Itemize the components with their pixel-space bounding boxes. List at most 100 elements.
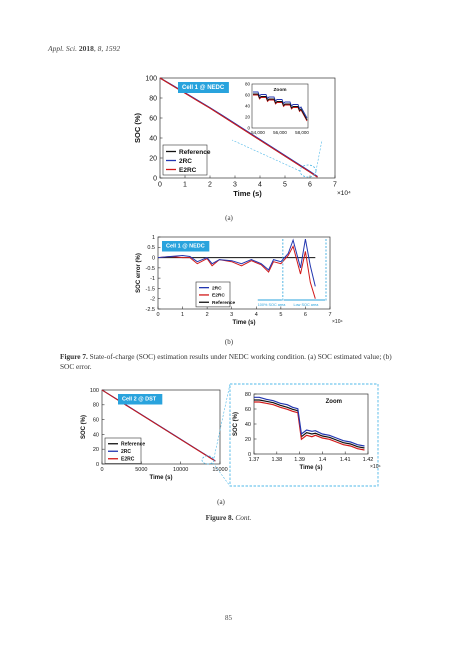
c3-y-tick-label: 20 [93, 447, 99, 453]
c4-plot-frame [253, 393, 369, 455]
c1-inset-series-2rc [253, 91, 308, 119]
c3-x-tick-label: 5000 [135, 467, 147, 473]
c1-x-tick-label: 0 [158, 182, 162, 189]
c2-x-tick-label: 7 [328, 312, 331, 318]
c1-x-tick-label: 7 [333, 182, 337, 189]
c1-x-multiplier: ×10⁴ [337, 190, 351, 197]
c4-series-reference [254, 399, 365, 449]
c1-legend-label: 2RC [179, 158, 192, 165]
sublabel-a1: (a) [225, 214, 233, 222]
c2-x-multiplier: ×10⁴ [332, 319, 343, 325]
c4-y-axis-label: SOC (%) [233, 412, 239, 436]
c4-y-tick-label: 40 [245, 422, 251, 428]
c3-zoom-marker [201, 455, 215, 465]
chart-soc-nedc: 0 1 2 3 4 5 6 7 0 20 40 60 80 100 Time (s) SOC (%) ×10⁴ C… [133, 75, 351, 198]
page-number: 85 [225, 614, 232, 622]
c2-series-e2rc [157, 244, 316, 299]
c4-zoom-title: Zoom [326, 399, 342, 405]
c2-x-tick-label: 5 [279, 312, 282, 318]
c2-x-tick-label: 4 [255, 312, 258, 318]
c2-badge [162, 241, 210, 252]
c3-y-tick-label: 60 [93, 418, 99, 424]
c4-x-multiplier: ×10⁴ [370, 464, 381, 470]
c4-x-tick-label: 1.39 [294, 457, 305, 463]
c1-inset-x-tick-label: 54,000 [251, 130, 265, 135]
c2-x-tick-label: 6 [304, 312, 307, 318]
figure8-label: Figure 8. [205, 513, 234, 522]
c4-y-tick-label: 0 [248, 452, 251, 458]
c3-zoom-connector [212, 462, 231, 487]
c1-badge-text: Cell 1 @ NEDC [182, 85, 225, 91]
c2-y-tick-label: -0.5 [146, 266, 155, 272]
c3-x-tick-label: 0 [100, 467, 103, 473]
c1-x-tick-label: 2 [208, 182, 212, 189]
c1-x-tick-label: 1 [183, 182, 187, 189]
c1-inset-series-reference [253, 93, 308, 121]
c1-inset-y-tick-label: 60 [245, 93, 251, 98]
journal-name: Appl. Sci. [48, 44, 77, 53]
c2-legend-label: 2RC [212, 285, 222, 291]
c2-legend-label: E2RC [212, 293, 225, 299]
c2-series-2rc [157, 238, 316, 287]
c4-x-tick-label: 1.41 [340, 457, 351, 463]
c1-x-tick-label: 6 [308, 182, 312, 189]
c2-legend-label: Reference [212, 300, 236, 306]
c1-series-e2rc [159, 77, 318, 178]
c1-inset-y-tick-label: 40 [245, 104, 251, 109]
figure8-caption: Figure 8. Cont. [0, 513, 457, 522]
c2-y-tick-label: 0.5 [147, 245, 155, 251]
journal-year: 2018 [78, 44, 94, 53]
c1-zoom-connector [231, 139, 301, 172]
c2-x-axis-label: Time (s) [233, 320, 256, 326]
figure7-label: Figure 7. [60, 352, 88, 361]
c4-y-tick-label: 60 [245, 407, 251, 413]
c4-x-axis-label: Time (s) [300, 465, 323, 471]
c2-y-tick-label: -2.5 [146, 307, 155, 313]
c2-annotation-lowsoc: Low SOC area [293, 303, 319, 307]
chart-soc-error: 0 1 2 3 4 5 6 7 1 0.5 0 -0.5 -1 -1.5 -2 -2.5 Time (s) SOC… [136, 235, 343, 326]
c1-y-axis-label: SOC (%) [133, 112, 142, 143]
c4-x-tick-label: 1.38 [271, 457, 282, 463]
figure7-text: State-of-charge (SOC) estimation results… [60, 352, 392, 371]
c1-x-tick-label: 5 [283, 182, 287, 189]
c2-x-tick-label: 0 [156, 312, 159, 318]
c3-x-axis-label: Time (s) [150, 475, 173, 481]
c2-y-axis-label: SOC error (%) [136, 253, 142, 293]
c4-y-tick-label: 20 [245, 437, 251, 443]
c3-y-tick-label: 40 [93, 432, 99, 438]
c2-y-tick-label: 1 [152, 235, 155, 241]
c3-legend-label: 2RC [121, 449, 131, 455]
c3-badge [118, 394, 163, 405]
c2-x-tick-label: 3 [230, 312, 233, 318]
c1-inset-x-tick-label: 58,000 [295, 130, 309, 135]
c2-annotation-100soc: 100% SOC area [258, 303, 287, 307]
journal-volume: 8 [97, 44, 102, 53]
c1-inset-title: Zoom [273, 87, 286, 93]
c4-x-tick-label: 1.42 [363, 457, 374, 463]
c1-y-tick-label: 100 [145, 75, 157, 82]
chart-soc-dst: 0 5000 10000 15000 0 20 40 60 80 100 Time (s) SOC (… [81, 383, 381, 487]
c4-series-2rc [254, 396, 365, 447]
c1-y-tick-label: 20 [149, 155, 157, 162]
c1-x-tick-label: 4 [258, 182, 262, 189]
c1-y-tick-label: 60 [149, 115, 157, 122]
c4-x-tick-label: 1.4 [319, 457, 327, 463]
c1-x-tick-label: 3 [233, 182, 237, 189]
c4-series-e2rc [254, 401, 365, 451]
running-header: Appl. Sci. 2018, 8, 1592 [48, 44, 121, 53]
c3-zoom-connector [213, 383, 231, 459]
c1-inset-y-tick-label: 20 [245, 115, 251, 120]
c2-y-tick-label: 0 [152, 255, 155, 261]
figure7-caption: Figure 7. State-of-charge (SOC) estimati… [60, 352, 400, 372]
c1-badge [178, 82, 229, 93]
c1-inset-x-tick-label: 56,000 [273, 130, 287, 135]
sublabel-a2: (a) [217, 498, 225, 506]
c3-x-tick-label: 10000 [173, 467, 188, 473]
figure8-text: Cont. [235, 513, 252, 522]
c2-y-tick-label: -1 [150, 276, 155, 282]
c1-inset-y-tick-label: 80 [245, 82, 251, 87]
c2-y-tick-label: -1.5 [146, 286, 155, 292]
c1-x-axis-label: Time (s) [233, 189, 262, 198]
c1-y-tick-label: 80 [149, 95, 157, 102]
c4-x-tick-label: 1.37 [249, 457, 260, 463]
